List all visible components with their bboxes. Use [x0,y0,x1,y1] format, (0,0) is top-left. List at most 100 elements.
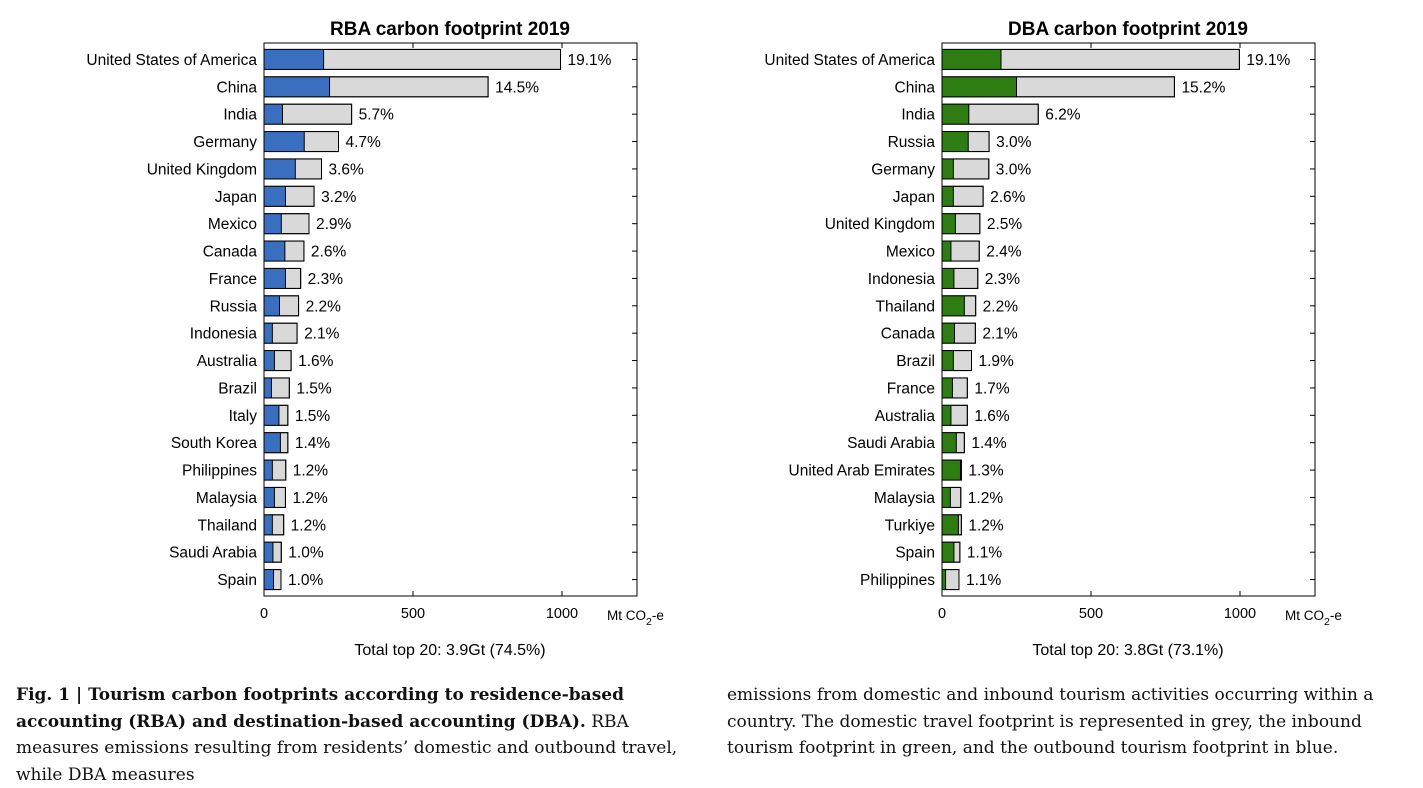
bar-inbound [942,405,951,426]
bar-inbound [942,350,954,371]
x-tick-label: 500 [401,606,425,622]
x-tick-label: 0 [260,606,268,622]
category-label: Thailand [876,298,935,315]
category-label: Canada [881,326,936,343]
data-label: 2.2% [983,298,1019,315]
x-unit-label: Mt CO2-e [1285,608,1342,628]
category-label: China [217,79,258,96]
data-label: 1.1% [966,572,1002,589]
data-label: 1.2% [291,517,327,534]
data-label: 19.1% [1246,52,1290,69]
data-label: 6.2% [1045,107,1081,124]
category-label: South Korea [171,435,258,452]
x-tick-label: 500 [1079,606,1103,622]
bar-outline [941,131,990,153]
data-label: 3.0% [996,134,1032,151]
bar-inbound [942,569,946,590]
bar-inbound [942,158,954,179]
bar-inbound [942,241,951,262]
bar-outline [263,213,310,235]
data-label: 2.3% [308,271,344,288]
bar-outbound [264,76,330,97]
category-label: Brazil [218,380,257,397]
bar-outline [263,377,290,399]
bar-outline [941,514,962,536]
bar-outline [263,267,302,289]
bar-outline [263,103,353,125]
category-label: Malaysia [196,490,258,507]
bar-outline [941,459,962,481]
data-label: 5.7% [359,107,395,124]
data-label: 1.2% [292,490,328,507]
data-label: 3.0% [996,161,1032,178]
bar-outline [941,377,968,399]
x-tick-label: 1000 [1224,606,1256,622]
bar-outline [263,240,305,262]
plot-frame [941,42,1316,597]
bar-outline [941,569,960,591]
data-label: 1.5% [296,380,332,397]
bar-outbound [264,487,275,508]
category-label: Malaysia [874,490,936,507]
category-label: United States of America [86,52,257,69]
bar-outbound [264,350,275,371]
category-label: United Kingdom [825,216,935,233]
bar-outline [941,240,980,262]
category-label: United Arab Emirates [789,463,936,480]
category-label: Saudi Arabia [169,545,257,562]
bar-inbound [942,186,954,207]
data-label: 1.4% [971,435,1007,452]
bar-inbound [942,460,961,481]
bar-outline [941,350,973,372]
data-label: 1.1% [967,545,1003,562]
chart-title: RBA carbon footprint 2019 [330,19,570,40]
data-label: 1.2% [968,517,1004,534]
category-label: Brazil [896,353,935,370]
dba-chart: DBA carbon footprint 2019 United States o… [764,19,1341,659]
bar-outbound [264,432,281,453]
bar-outbound [264,213,282,234]
bar-outbound [264,460,273,481]
bar-outline [941,103,1039,125]
category-label: Philippines [182,463,257,480]
category-label: Canada [203,244,258,261]
data-label: 3.6% [329,161,365,178]
data-label: 2.6% [990,189,1026,206]
data-label: 1.6% [298,353,334,370]
bar-outline [263,569,282,591]
category-label: United Kingdom [147,161,257,178]
data-label: 2.3% [985,271,1021,288]
data-label: 1.6% [974,408,1010,425]
bar-outline [941,76,1175,98]
data-label: 1.4% [295,435,331,452]
data-label: 2.1% [982,326,1018,343]
caption-text-right: emissions from domestic and inbound tour… [727,685,1374,758]
bar-outbound [264,295,280,316]
category-label: Mexico [208,216,257,233]
bar-outline [263,158,323,180]
bar-outbound [264,569,274,590]
bar-inbound [942,213,956,234]
bar-outline [263,185,315,207]
bar-outline [941,185,984,207]
plot-frame [263,42,638,597]
chart-footer: Total top 20: 3.8Gt (73.1%) [1032,642,1223,659]
bar-outbound [264,49,324,70]
category-label: France [887,380,935,397]
category-label: India [901,107,935,124]
bar-inbound [942,295,965,316]
bar-outbound [264,241,285,262]
category-label: Indonesia [190,326,258,343]
data-label: 1.0% [288,572,324,589]
charts-canvas: RBA carbon footprint 2019 United States o… [86,19,1341,659]
category-label: Italy [229,408,258,425]
data-label: 2.5% [987,216,1023,233]
bar-outbound [264,268,286,289]
bar-outbound [264,514,273,535]
category-label: India [223,107,257,124]
category-label: Indonesia [868,271,936,288]
data-label: 1.2% [293,463,329,480]
data-label: 1.9% [979,353,1015,370]
data-label: 14.5% [495,79,539,96]
bar-outline [941,267,979,289]
